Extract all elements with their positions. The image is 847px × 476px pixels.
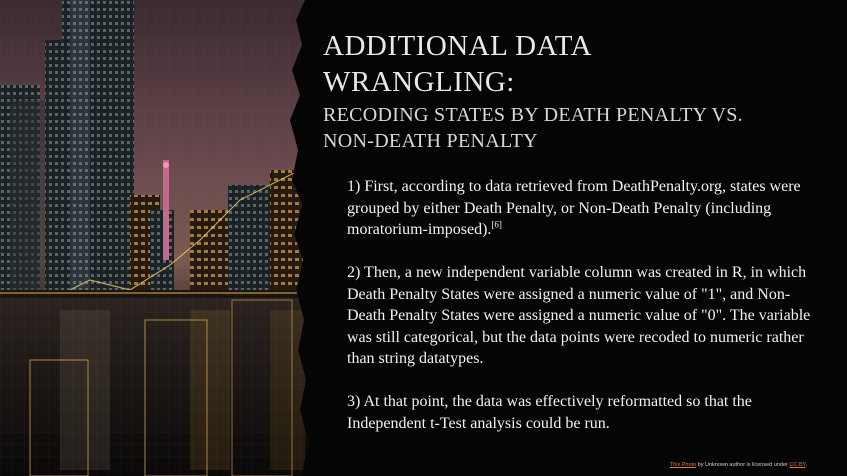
- paragraph-step-3: 3) At that point, the data was effective…: [347, 391, 817, 434]
- slide-body: 1) First, according to data retrieved fr…: [347, 176, 817, 456]
- title-block: ADDITIONAL DATA WRANGLING: RECODING STAT…: [323, 28, 823, 154]
- slide-title: ADDITIONAL DATA WRANGLING:: [323, 28, 823, 100]
- attribution-end: .: [805, 462, 807, 468]
- attribution-text: by Unknown author is licensed under: [696, 462, 790, 468]
- title-line-2: WRANGLING:: [323, 66, 515, 98]
- city-skyline-photo: [0, 0, 330, 476]
- slide-subtitle: RECODING STATES BY DEATH PENALTY VS. NON…: [323, 102, 823, 154]
- paragraph-text: 2) Then, a new independent variable colu…: [347, 264, 811, 367]
- paragraph-text: 1) First, according to data retrieved fr…: [347, 178, 801, 238]
- photo-source-link[interactable]: This Photo: [669, 462, 697, 468]
- subtitle-line-1: RECODING STATES BY DEATH PENALTY VS.: [323, 104, 743, 126]
- paragraph-step-1: 1) First, according to data retrieved fr…: [347, 176, 817, 241]
- license-link[interactable]: CC BY: [789, 462, 806, 468]
- title-line-1: ADDITIONAL DATA: [323, 30, 593, 62]
- paragraph-step-2: 2) Then, a new independent variable colu…: [347, 262, 817, 370]
- paragraph-text: 3) At that point, the data was effective…: [347, 393, 752, 432]
- citation-marker: [6]: [491, 219, 502, 230]
- photo-attribution: This Photo by Unknown author is licensed…: [670, 462, 807, 468]
- subtitle-line-2: NON-DEATH PENALTY: [323, 130, 538, 152]
